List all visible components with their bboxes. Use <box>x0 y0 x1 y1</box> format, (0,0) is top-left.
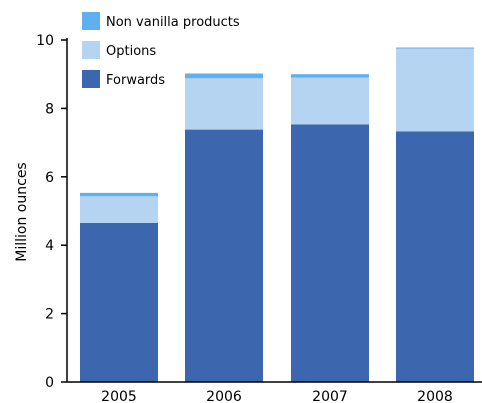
bar-segment-options-2006 <box>185 78 263 130</box>
bar-segment-forwards-2008 <box>396 131 474 382</box>
bar-segment-non-vanilla-products-2005 <box>80 192 158 197</box>
bar-segment-non-vanilla-products-2008 <box>396 47 474 49</box>
legend: Non vanilla products Options Forwards <box>82 12 240 88</box>
y-tick-label-10: 10 <box>36 33 54 49</box>
legend-label-forwards: Forwards <box>106 73 165 88</box>
bar-segment-options-2008 <box>396 48 474 132</box>
y-tick-label-0: 0 <box>45 375 54 391</box>
bar-segment-non-vanilla-products-2006 <box>185 73 263 79</box>
x-tick-label-2007: 2007 <box>312 389 348 403</box>
bar-segment-forwards-2005 <box>80 222 158 382</box>
legend-swatch-non-vanilla-products <box>82 12 100 30</box>
bars-group <box>80 47 474 382</box>
axes-group: 0 2 4 6 8 10 2005 2006 2007 2008 <box>36 33 482 403</box>
y-tick-label-8: 8 <box>45 101 54 117</box>
bar-segment-options-2007 <box>291 77 369 125</box>
bar-segment-forwards-2007 <box>291 124 369 382</box>
legend-swatch-options <box>82 41 100 59</box>
y-tick-label-2: 2 <box>45 307 54 323</box>
y-tick-label-6: 6 <box>45 170 54 186</box>
bar-segment-options-2005 <box>80 196 158 223</box>
bar-segment-forwards-2006 <box>185 129 263 382</box>
x-tick-label-2005: 2005 <box>101 389 137 403</box>
x-tick-label-2006: 2006 <box>206 389 242 403</box>
legend-swatch-forwards <box>82 70 100 88</box>
y-axis-title: Million ounces <box>14 162 30 261</box>
legend-label-options: Options <box>106 44 156 59</box>
x-tick-label-2008: 2008 <box>417 389 453 403</box>
legend-label-non-vanilla-products: Non vanilla products <box>106 15 240 30</box>
y-tick-label-4: 4 <box>45 238 54 254</box>
bar-segment-non-vanilla-products-2007 <box>291 74 369 78</box>
